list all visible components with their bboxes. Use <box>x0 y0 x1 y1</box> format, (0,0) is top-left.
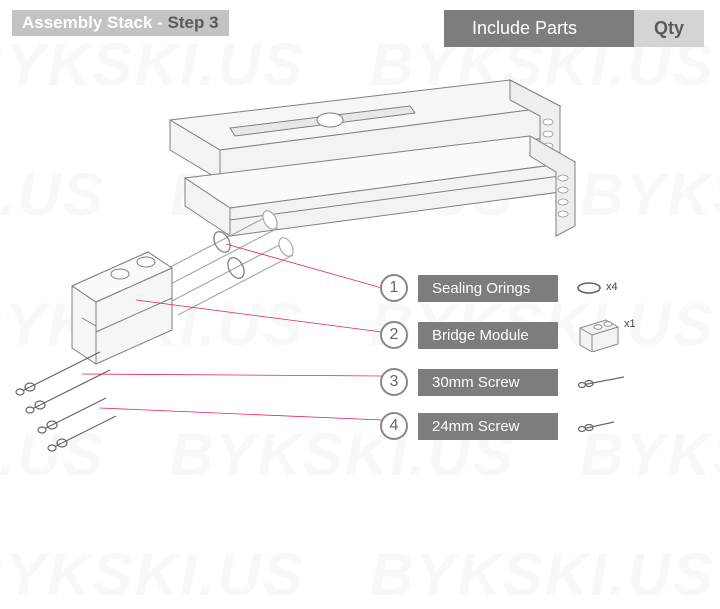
part-label: 24mm Screw <box>418 413 558 440</box>
part-row-2: 2 Bridge Module x1 <box>380 318 636 352</box>
part-row-1: 1 Sealing Orings x4 <box>380 274 636 302</box>
title-step: Step 3 <box>168 13 219 32</box>
screw-short-icon <box>576 417 618 435</box>
part-row-4: 4 24mm Screw <box>380 412 636 440</box>
part-number: 3 <box>380 368 408 396</box>
screws <box>16 352 116 451</box>
screw-long-icon <box>576 373 628 391</box>
bridge-icon: x1 <box>576 318 636 352</box>
header-right: Include Parts Qty <box>444 10 704 47</box>
oring-icon: x4 <box>576 281 618 295</box>
part-number: 1 <box>380 274 408 302</box>
part-number: 2 <box>380 321 408 349</box>
part-label: Sealing Orings <box>418 275 558 302</box>
part-number: 4 <box>380 412 408 440</box>
part-row-3: 3 30mm Screw <box>380 368 636 396</box>
bridge-module <box>72 252 172 364</box>
part-qty: x4 <box>606 281 618 293</box>
qty-header: Qty <box>634 10 704 47</box>
parts-header: Include Parts <box>444 10 634 47</box>
title-prefix: Assembly Stack - <box>22 13 168 32</box>
part-label: 30mm Screw <box>418 369 558 396</box>
part-label: Bridge Module <box>418 322 558 349</box>
part-qty: x1 <box>624 318 636 330</box>
header-title: Assembly Stack - Step 3 <box>12 10 229 36</box>
parts-list: 1 Sealing Orings x4 2 Bridge Module x1 <box>380 274 636 456</box>
